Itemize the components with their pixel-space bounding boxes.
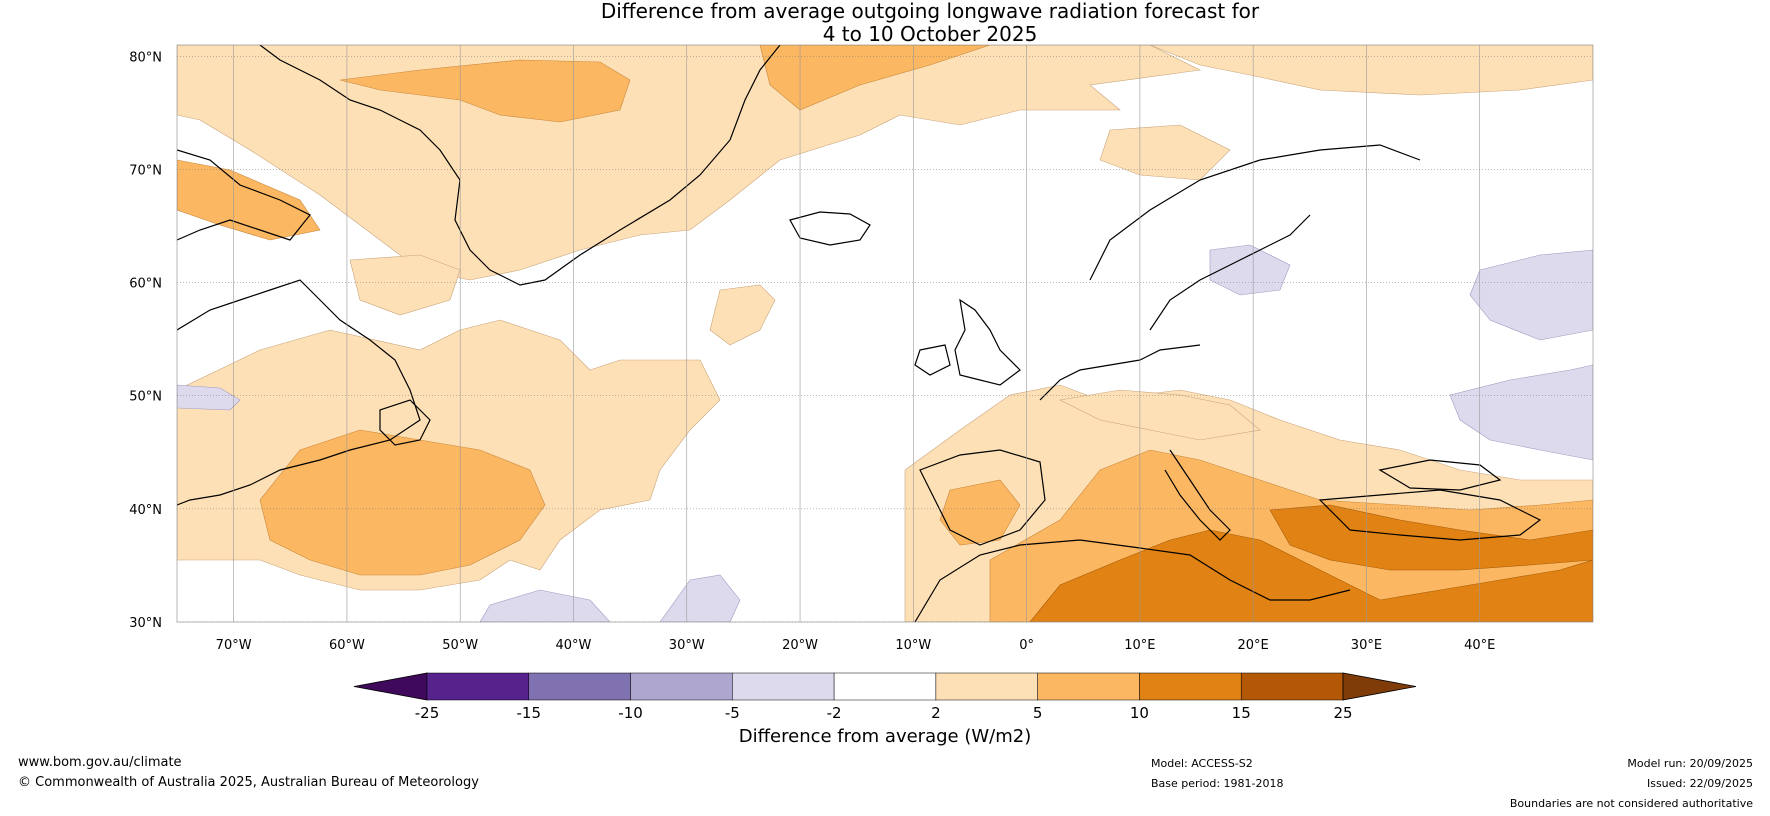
issued-date: Issued: 22/09/2025	[1646, 777, 1753, 790]
anomaly-region-iberia	[939, 479, 1021, 546]
map-frame	[176, 44, 1594, 623]
latitude-label: 30°N	[129, 616, 162, 631]
colorbar-bin	[1240, 672, 1344, 701]
longitude-label: 70°W	[216, 638, 252, 653]
longitude-label: 40°W	[556, 638, 592, 653]
colorbar-bin	[630, 672, 733, 701]
anomaly-region-subtropical	[479, 589, 611, 622]
colorbar-tick-label: -25	[415, 704, 440, 722]
coastline-sweden	[1149, 214, 1311, 331]
anomaly-region-russia	[1469, 249, 1593, 341]
latitude-label: 60°N	[129, 277, 162, 292]
anomaly-region-north-africa	[1029, 529, 1593, 622]
colorbar-tick-label: 10	[1130, 704, 1149, 722]
anomaly-region-west-edge	[177, 384, 241, 411]
longitude-label: 50°W	[442, 638, 478, 653]
coastlines	[177, 45, 1542, 622]
colorbar-tick-label: -10	[618, 704, 643, 722]
latitude-label: 80°N	[129, 50, 162, 65]
coastline-black-sea	[1378, 459, 1502, 491]
colorbar-tick-label: 2	[931, 704, 941, 722]
colorbar-bin	[833, 672, 937, 701]
colorbar: -25 -15 -10 -5 -2 2 5 10 15 25	[353, 672, 1417, 722]
disclaimer: Boundaries are not considered authoritat…	[1509, 797, 1753, 810]
website-link[interactable]: www.bom.gov.au/climate	[18, 755, 182, 770]
model-name: Model: ACCESS-S2	[1151, 757, 1253, 770]
longitude-label: 20°E	[1238, 638, 1269, 653]
colorbar-tick-label: 5	[1033, 704, 1043, 722]
colorbar-tick-label: -2	[827, 704, 842, 722]
copyright-text: © Commonwealth of Australia 2025, Austra…	[18, 775, 479, 790]
anomaly-region-greenland	[177, 45, 1202, 281]
longitude-label: 30°E	[1351, 638, 1382, 653]
anomaly-region-labrador	[349, 254, 461, 316]
longitude-label: 10°E	[1124, 638, 1155, 653]
longitude-label: 40°E	[1464, 638, 1495, 653]
coastline-turkey	[1318, 489, 1542, 541]
longitude-label: 60°W	[329, 638, 365, 653]
chart-title: Difference from average outgoing longwav…	[0, 0, 1770, 46]
colorbar-bin	[528, 672, 631, 701]
anomaly-region-sargasso	[259, 429, 546, 576]
latitude-label: 40°N	[129, 503, 162, 518]
longitude-label: 0°	[1019, 638, 1034, 653]
colorbar-extend-high	[1342, 672, 1417, 701]
colorbar-label: Difference from average (W/m2)	[738, 726, 1032, 747]
anomaly-region-ukraine	[1449, 364, 1593, 461]
colorbar-bin	[1037, 672, 1140, 701]
anomaly-region-arctic-east	[1149, 45, 1593, 96]
longitude-label: 30°W	[669, 638, 705, 653]
longitude-labels: 70°W 60°W 50°W 40°W 30°W 20°W 10°W 0° 10°E 20°E 30…	[216, 638, 1496, 653]
anomaly-region-greenland-ne	[759, 45, 991, 111]
coastline-ireland	[914, 344, 951, 376]
coastline-greenland	[259, 45, 781, 286]
latitude-label: 70°N	[129, 163, 162, 178]
colorbar-bin	[1139, 672, 1242, 701]
title-line-1: Difference from average outgoing longwav…	[600, 0, 1260, 23]
colorbar-tick-label: 25	[1333, 704, 1352, 722]
colorbar-tick-label: -5	[725, 704, 740, 722]
anomaly-region-baffin	[177, 159, 321, 241]
colorbar-tick-label: 15	[1232, 704, 1251, 722]
longitude-label: 20°W	[782, 638, 818, 653]
colorbar-bin	[732, 672, 835, 701]
title-line-2: 4 to 10 October 2025	[822, 22, 1038, 46]
coastline-labrador	[177, 279, 421, 506]
latitude-labels: 80°N 70°N 60°N 50°N 40°N 30°N	[129, 50, 162, 631]
model-run: Model run: 20/09/2025	[1627, 757, 1753, 770]
map-field	[177, 45, 1593, 622]
anomaly-region-north-greenland	[339, 59, 631, 123]
colorbar-bin	[935, 672, 1038, 701]
latitude-label: 50°N	[129, 390, 162, 405]
colorbar-bin	[426, 672, 530, 701]
base-period: Base period: 1981-2018	[1151, 777, 1284, 790]
anomaly-region-subtropical-2	[659, 574, 741, 622]
longitude-label: 10°W	[895, 638, 931, 653]
coastline-britain	[954, 298, 1021, 386]
coastline-norway	[1089, 144, 1421, 281]
coastline-iberia	[919, 449, 1046, 546]
colorbar-tick-label: -15	[517, 704, 542, 722]
colorbar-extend-low	[353, 672, 428, 701]
coastline-europe-north	[1039, 344, 1201, 401]
coastline-italy	[1164, 449, 1231, 541]
coastline-iceland	[789, 211, 871, 246]
coastline-newfoundland	[379, 399, 431, 446]
anomaly-region-midatlantic	[709, 284, 776, 346]
coastline-canada-north	[177, 149, 311, 241]
